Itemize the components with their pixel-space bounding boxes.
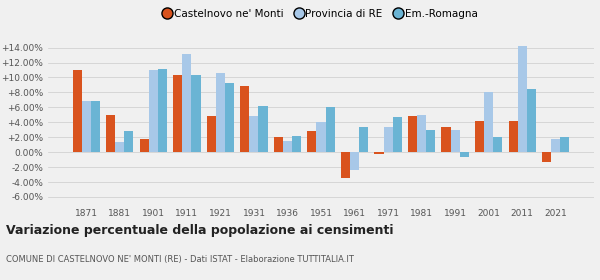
Bar bbox=[460, 152, 469, 157]
Bar bbox=[307, 131, 316, 152]
Bar bbox=[73, 70, 82, 152]
Bar bbox=[283, 141, 292, 152]
Bar bbox=[408, 116, 417, 152]
Bar bbox=[250, 116, 259, 152]
Bar bbox=[149, 70, 158, 152]
Bar bbox=[326, 107, 335, 152]
Bar bbox=[383, 127, 392, 152]
Bar bbox=[182, 53, 191, 152]
Bar bbox=[350, 152, 359, 170]
Bar bbox=[392, 117, 401, 152]
Bar bbox=[216, 73, 225, 152]
Bar bbox=[451, 130, 460, 152]
Bar bbox=[106, 115, 115, 152]
Bar bbox=[241, 87, 250, 152]
Bar bbox=[274, 137, 283, 152]
Bar bbox=[551, 139, 560, 152]
Bar bbox=[527, 89, 536, 152]
Bar bbox=[518, 46, 527, 152]
Bar bbox=[417, 115, 426, 152]
Bar bbox=[124, 131, 133, 152]
Bar bbox=[207, 116, 216, 152]
Bar bbox=[484, 92, 493, 152]
Bar bbox=[316, 122, 326, 152]
Bar bbox=[82, 101, 91, 152]
Bar bbox=[140, 139, 149, 152]
Bar bbox=[442, 127, 451, 152]
Bar bbox=[225, 83, 234, 152]
Bar bbox=[359, 127, 368, 152]
Bar bbox=[475, 121, 484, 152]
Bar bbox=[374, 152, 383, 154]
Bar bbox=[259, 106, 268, 152]
Bar bbox=[191, 75, 200, 152]
Bar bbox=[115, 142, 124, 152]
Bar bbox=[341, 152, 350, 178]
Bar bbox=[91, 101, 100, 152]
Bar bbox=[560, 137, 569, 152]
Bar bbox=[173, 75, 182, 152]
Bar bbox=[509, 121, 518, 152]
Bar bbox=[542, 152, 551, 162]
Bar bbox=[426, 130, 435, 152]
Bar bbox=[493, 137, 502, 152]
Text: COMUNE DI CASTELNOVO NE' MONTI (RE) - Dati ISTAT - Elaborazione TUTTITALIA.IT: COMUNE DI CASTELNOVO NE' MONTI (RE) - Da… bbox=[6, 255, 354, 264]
Text: Variazione percentuale della popolazione ai censimenti: Variazione percentuale della popolazione… bbox=[6, 224, 394, 237]
Legend: Castelnovo ne' Monti, Provincia di RE, Em.-Romagna: Castelnovo ne' Monti, Provincia di RE, E… bbox=[160, 5, 482, 23]
Bar bbox=[292, 136, 301, 152]
Bar bbox=[158, 69, 167, 152]
